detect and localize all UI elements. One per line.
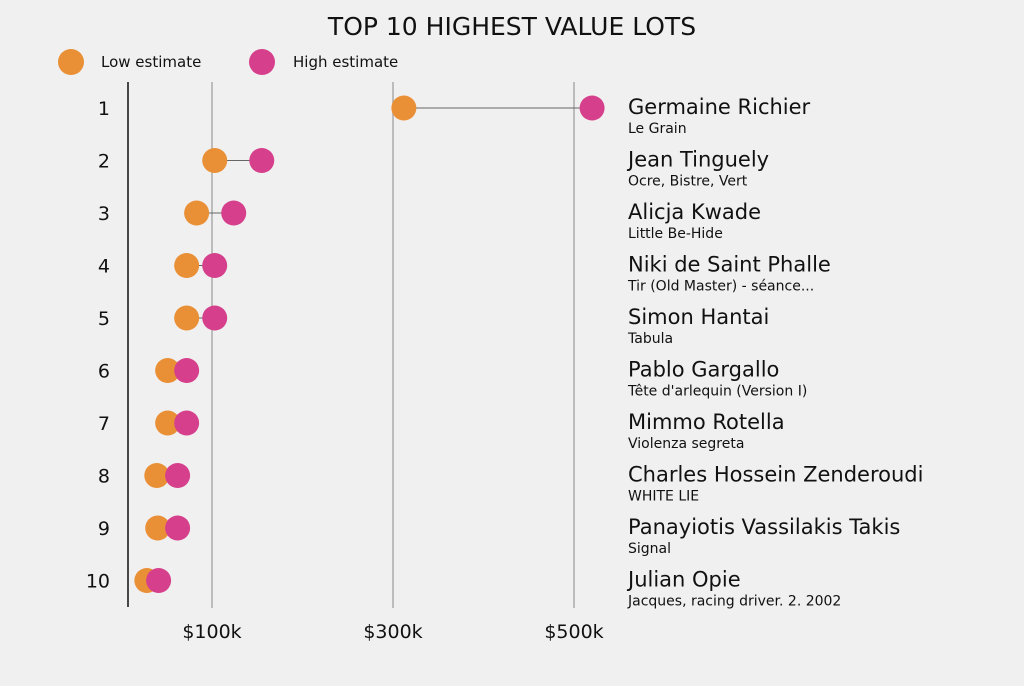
x-tick-label: $300k: [363, 621, 422, 643]
artist-name: Charles Hossein Zenderoudi: [628, 463, 923, 487]
high-estimate-dot: [165, 515, 191, 541]
lot-title: Tabula: [627, 331, 673, 347]
legend-high-label: High estimate: [293, 53, 398, 71]
low-estimate-dot: [202, 148, 228, 173]
high-estimate-dot: [174, 410, 200, 436]
high-estimate-dot: [202, 305, 228, 331]
artist-name: Julian Opie: [626, 568, 741, 592]
high-estimate-dot: [146, 568, 172, 593]
high-estimate-dot: [249, 148, 275, 173]
x-tick-label: $500k: [544, 621, 603, 643]
rank-label: 10: [86, 571, 110, 593]
lot-title: WHITE LIE: [628, 489, 699, 505]
high-estimate-dot: [202, 253, 228, 278]
chart-title: TOP 10 HIGHEST VALUE LOTS: [327, 12, 696, 41]
rank-label: 6: [98, 361, 110, 383]
rank-label: 7: [98, 413, 110, 435]
lot-title: Signal: [628, 541, 671, 557]
high-estimate-dot: [165, 463, 191, 488]
artist-name: Panayiotis Vassilakis Takis: [628, 515, 900, 539]
lot-title: Violenza segreta: [628, 436, 744, 452]
lot-title: Ocre, Bistre, Vert: [628, 174, 748, 190]
legend-high-swatch: [249, 49, 275, 75]
low-estimate-dot: [184, 200, 210, 226]
high-estimate-dot: [579, 95, 605, 121]
low-estimate-dot: [155, 410, 181, 436]
legend-low-swatch: [58, 49, 84, 75]
low-estimate-dot: [145, 515, 171, 541]
lot-title: Jacques, racing driver. 2. 2002: [627, 594, 841, 610]
rank-label: 3: [98, 203, 110, 225]
artist-name: Alicja Kwade: [628, 200, 761, 224]
high-estimate-dot: [174, 358, 200, 383]
gridlines: $100k $300k $500k: [182, 82, 604, 643]
low-estimate-dot: [155, 358, 181, 383]
legend-low-label: Low estimate: [101, 53, 201, 71]
artist-name: Mimmo Rotella: [628, 410, 785, 434]
low-estimate-dot: [174, 305, 200, 331]
lot-title: Le Grain: [628, 121, 687, 137]
rank-label: 8: [98, 466, 110, 488]
rank-label: 2: [98, 151, 110, 173]
artist-name: Pablo Gargallo: [628, 358, 779, 382]
low-estimate-dot: [174, 253, 200, 278]
artist-name: Simon Hantai: [628, 305, 769, 329]
data-marks: 1 Germaine Richier Le Grain 2 Jean Tinguely O…: [86, 95, 924, 610]
rank-label: 5: [98, 308, 110, 330]
lot-title: Tête d'arlequin (Version I): [627, 384, 807, 400]
low-estimate-dot: [391, 95, 417, 121]
x-tick-label: $100k: [182, 621, 241, 643]
rank-label: 9: [98, 518, 110, 540]
high-estimate-dot: [221, 200, 247, 226]
artist-name: Jean Tinguely: [626, 148, 769, 172]
rank-label: 1: [98, 98, 110, 120]
artist-name: Germaine Richier: [628, 95, 811, 119]
rank-label: 4: [98, 256, 110, 278]
low-estimate-dot: [144, 463, 170, 488]
lot-title: Little Be-Hide: [628, 226, 723, 242]
lot-title: Tir (Old Master) - séance...: [627, 279, 814, 295]
artist-name: Niki de Saint Phalle: [628, 253, 831, 277]
